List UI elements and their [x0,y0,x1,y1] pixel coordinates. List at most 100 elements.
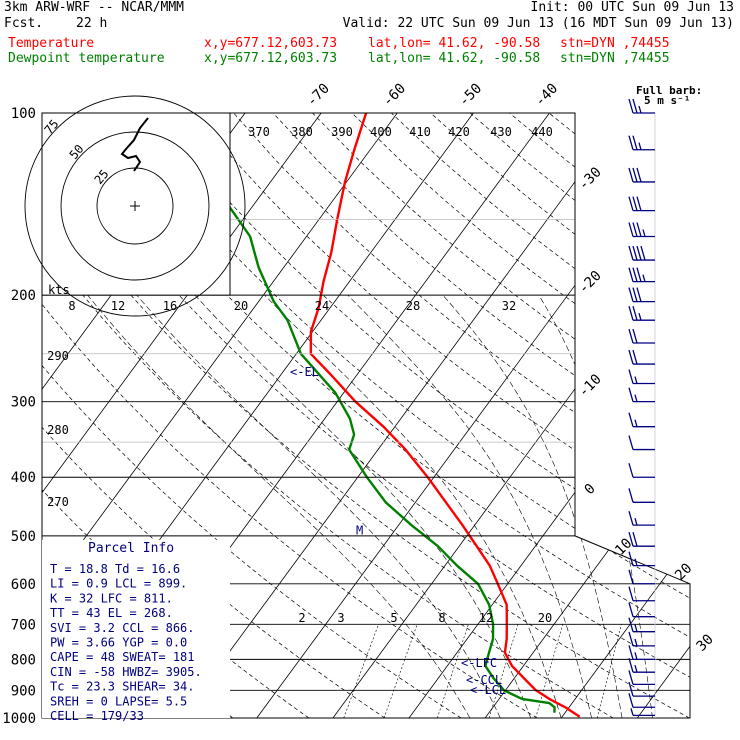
wind-barb [628,463,655,478]
wind-barb-half-flag [634,638,638,647]
dewpoint-latlon: lat,lon= 41.62, -90.58 [368,51,541,66]
wind-barb [628,98,655,114]
wind-barb-flag [628,551,634,566]
wind-barb-flag [628,569,634,584]
dry-adiabat-line [154,113,690,718]
wind-barb-half-flag [634,624,638,632]
temperature-legend: Temperature [8,36,95,51]
moist-adiabat-line [194,294,532,718]
mixing-ratio-label: 3 [337,611,344,625]
wind-barb [628,369,655,385]
wind-barb-flag [632,167,638,183]
mixing-ratio-line [596,624,622,718]
mixing-ratio-line [488,624,519,718]
wind-barb [628,488,655,503]
wind-barb [628,631,655,647]
dry-adiabat-line [430,113,690,718]
wind-barb-flag [628,267,634,282]
wind-barb-flag [628,167,634,183]
wind-barb-flag [632,135,638,150]
mixing-ratio-label: 2 [298,611,305,625]
wind-barb-flag [628,349,634,365]
hodograph-ring [60,131,210,281]
wind-barb-flag [628,602,634,617]
wind-barb [628,681,655,697]
temperature-tick-label: 30 [694,631,717,654]
dry-adiabat-line [469,113,690,718]
wind-barb-flag [628,245,634,261]
pressure-tick-label: 400 [11,470,36,486]
wind-barb [628,222,655,238]
level-label: M [356,524,363,538]
isotherm-line [180,113,626,718]
sounding-header: 3km ARW-WRF -- NCAR/MMM Init: 00 UTC Sun… [0,0,740,70]
wind-barb [628,510,655,526]
isotherm-line [713,113,740,718]
wind-barb-flag [628,693,634,708]
temperature-tick-label: -60 [380,81,409,110]
hodograph-trace [120,117,149,172]
wind-barb-flag [636,287,642,302]
wind-barb-flag [628,135,634,150]
isotherm-line [332,113,690,718]
wind-barb [630,708,655,717]
wind-barb-flag [628,645,634,660]
level-label: <-EL [290,365,319,379]
temperature-tick-label: -20 [576,268,605,297]
wind-barb [628,645,655,661]
wind-barb [628,387,655,403]
wind-barb-flag [628,412,634,427]
temperature-profile-line [309,113,581,718]
dewpoint-legend: Dewpoint temperature [8,51,165,66]
dry-adiabat-label: 370 [248,125,270,139]
wind-barb-flag [628,98,634,114]
dry-adiabat-label: 400 [370,125,392,139]
moist-adiabat-line [264,294,562,718]
wind-barb-flag [628,463,634,478]
parcel-info-row: CIN = -58 HWBZ= 3905. [50,665,202,679]
isotherm-line [484,113,690,718]
mixing-ratio-label: 20 [538,611,552,625]
wind-barb-flag [628,510,634,526]
wind-barb-flag [632,222,638,237]
wind-barb-flag [632,196,638,211]
temperature-tick-label: -70 [304,81,333,110]
wind-barb-half-flag [642,274,646,282]
wind-barb-flag [628,369,634,384]
forecast-label: Fcst. [4,16,44,31]
parcel-info-row: Tc = 23.3 SHEAR= 34. [50,680,195,694]
wind-barb-flag [636,167,642,183]
wind-barb-flag [628,631,634,647]
wind-barb [628,617,655,633]
dry-adiabat-label: 440 [531,125,553,139]
wind-barb [628,328,655,344]
wind-barb-flag [632,305,638,321]
wind-barb [628,167,655,183]
temperature-tick-label: -50 [456,81,485,110]
isotherm-line [42,113,322,718]
wind-barb-half-flag [642,229,646,237]
temperature-tick-label: -30 [576,164,605,193]
wind-barb-flag [628,305,634,321]
parcel-info-background [42,539,230,718]
level-label: <-LFC [461,656,497,670]
pressure-tick-label: 100 [11,106,36,122]
pressure-tick-label: 800 [11,652,36,668]
wind-barb [628,670,655,686]
dry-adiabat-line [351,113,690,718]
temperature-tick-label: -10 [576,371,605,400]
dry-adiabat-line [233,113,690,718]
wind-barb [628,135,655,151]
wind-barb-flag [632,328,638,344]
parcel-info-row: T = 18.8 Td = 16.6 [50,562,180,576]
dry-adiabat-line [193,113,690,718]
wind-barb-flag [628,586,634,601]
wind-barb [628,602,655,618]
mixing-ratio-label: 8 [438,611,445,625]
pressure-tick-label: 600 [11,577,36,593]
dry-adiabat-label: 410 [409,125,431,139]
wind-barb-half-flag [634,376,638,384]
dry-adiabat-line [115,113,690,718]
dry-adiabat-line [588,113,690,718]
